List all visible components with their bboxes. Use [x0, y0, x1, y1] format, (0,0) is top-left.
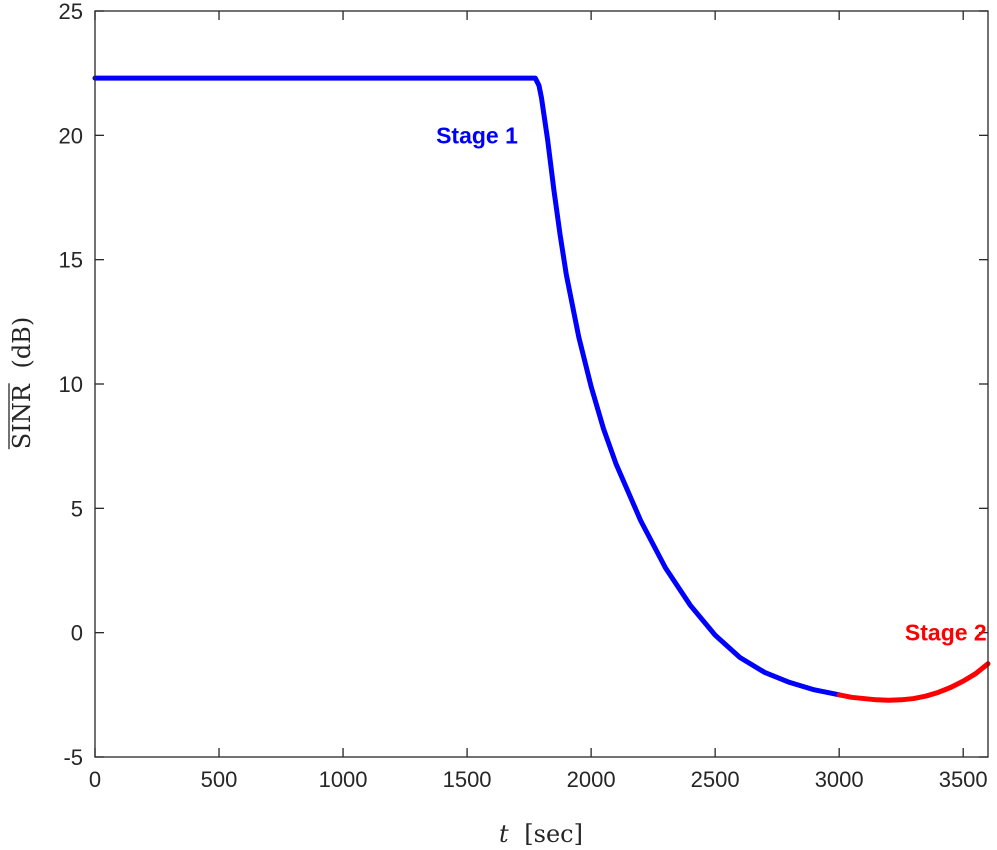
x-tick-label: 0: [89, 767, 101, 792]
y-tick-label: 25: [59, 0, 83, 24]
y-tick-label: 0: [71, 621, 83, 646]
y-axis-label-main: SINR: [8, 383, 36, 449]
y-tick-label: 15: [59, 248, 83, 273]
y-tick-label: 20: [59, 123, 83, 148]
x-axis-label: t [sec]: [499, 820, 583, 848]
x-axis-label-unit: [sec]: [524, 820, 583, 848]
x-tick-label: 1000: [319, 767, 368, 792]
y-axis-ticks: -5 0 5 10 15 20 25: [59, 0, 988, 770]
x-tick-label: 500: [201, 767, 238, 792]
series-line-2: [836, 661, 991, 703]
y-tick-label: 10: [59, 372, 83, 397]
y-axis-label-unit: (dB): [8, 317, 36, 369]
axes-box: [94, 10, 989, 758]
x-axis-ticks: 0 500 1000 1500 2000 2500 3000 3500: [89, 11, 988, 792]
series-line-1: [92, 75, 842, 698]
y-axis-label: SINR (dB): [8, 317, 36, 450]
y-tick-label: 5: [71, 496, 83, 521]
series-layer: [92, 75, 991, 703]
x-tick-label: 2500: [691, 767, 740, 792]
x-tick-label: 3000: [815, 767, 864, 792]
annotations: Stage 1 Stage 2: [436, 122, 987, 645]
svg-text:SINR (dB): SINR (dB): [8, 317, 36, 449]
x-axis-label-var: t: [499, 820, 509, 848]
x-tick-label: 3500: [939, 767, 988, 792]
y-tick-label: -5: [63, 745, 83, 770]
x-tick-label: 1500: [443, 767, 492, 792]
annotation-stage-2: Stage 2: [905, 620, 987, 646]
x-tick-label: 2000: [567, 767, 616, 792]
annotation-stage-1: Stage 1: [436, 122, 518, 148]
